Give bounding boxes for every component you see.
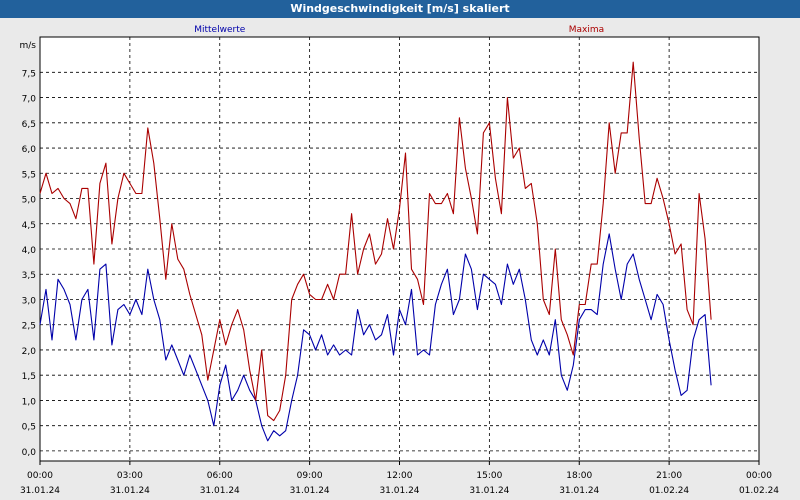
x-tick-date: 01.02.24 <box>739 486 779 496</box>
y-tick-label: 6,5 <box>22 120 36 130</box>
y-tick-label: 2,5 <box>22 322 36 332</box>
x-tick-date: 31.01.24 <box>559 486 599 496</box>
x-tick-date: 01.02.24 <box>649 486 689 496</box>
x-tick-time: 15:00 <box>476 471 502 481</box>
y-tick-label: 4,0 <box>22 246 37 256</box>
y-tick-label: 1,0 <box>22 397 37 407</box>
legend-label-maxima: Maxima <box>569 25 604 35</box>
y-tick-label: 7,5 <box>22 69 36 79</box>
x-tick-time: 12:00 <box>387 471 413 481</box>
x-tick-time: 09:00 <box>297 471 323 481</box>
y-tick-label: 0,5 <box>22 423 36 433</box>
y-tick-label: 3,0 <box>22 296 37 306</box>
y-tick-label: 7,0 <box>22 95 37 105</box>
y-tick-label: 0,0 <box>22 448 37 458</box>
x-tick-time: 00:00 <box>27 471 53 481</box>
series-lines <box>39 61 712 442</box>
grid <box>40 37 759 461</box>
x-tick-time: 00:00 <box>746 471 772 481</box>
y-tick-label: 3,5 <box>22 271 36 281</box>
y-tick-label: 6,0 <box>22 145 37 155</box>
series-line-maxima <box>39 61 712 422</box>
x-tick-date: 31.01.24 <box>200 486 240 496</box>
x-tick-time: 18:00 <box>566 471 592 481</box>
legend: Mittelwerte Maxima <box>194 25 604 35</box>
x-axis: 00:00 31.01.24 03:00 31.01.24 06:00 31.01.24 0… <box>20 461 779 496</box>
legend-label-mittelwerte: Mittelwerte <box>194 25 245 35</box>
y-tick-label: 2,0 <box>22 347 37 357</box>
x-tick-time: 03:00 <box>117 471 143 481</box>
series-line-mittelwerte <box>39 233 712 442</box>
chart-title: Windgeschwindigkeit [m/s] skaliert <box>0 0 800 18</box>
y-axis: 0,0 0,5 1,0 1,5 2,0 2,5 3,0 3,5 4,0 4,5 5,0 5,5 6,0 6… <box>20 41 37 458</box>
y-tick-label: 5,0 <box>22 196 37 206</box>
y-tick-label: 4,5 <box>22 221 36 231</box>
x-tick-date: 31.01.24 <box>290 486 330 496</box>
x-tick-date: 31.01.24 <box>20 486 60 496</box>
x-tick-time: 06:00 <box>207 471 233 481</box>
y-tick-label: 5,5 <box>22 170 36 180</box>
y-tick-label: 1,5 <box>22 372 36 382</box>
y-axis-unit: m/s <box>20 41 37 51</box>
x-tick-date: 31.01.24 <box>379 486 419 496</box>
x-tick-date: 31.01.24 <box>469 486 509 496</box>
x-tick-date: 31.01.24 <box>110 486 150 496</box>
x-tick-time: 21:00 <box>656 471 682 481</box>
